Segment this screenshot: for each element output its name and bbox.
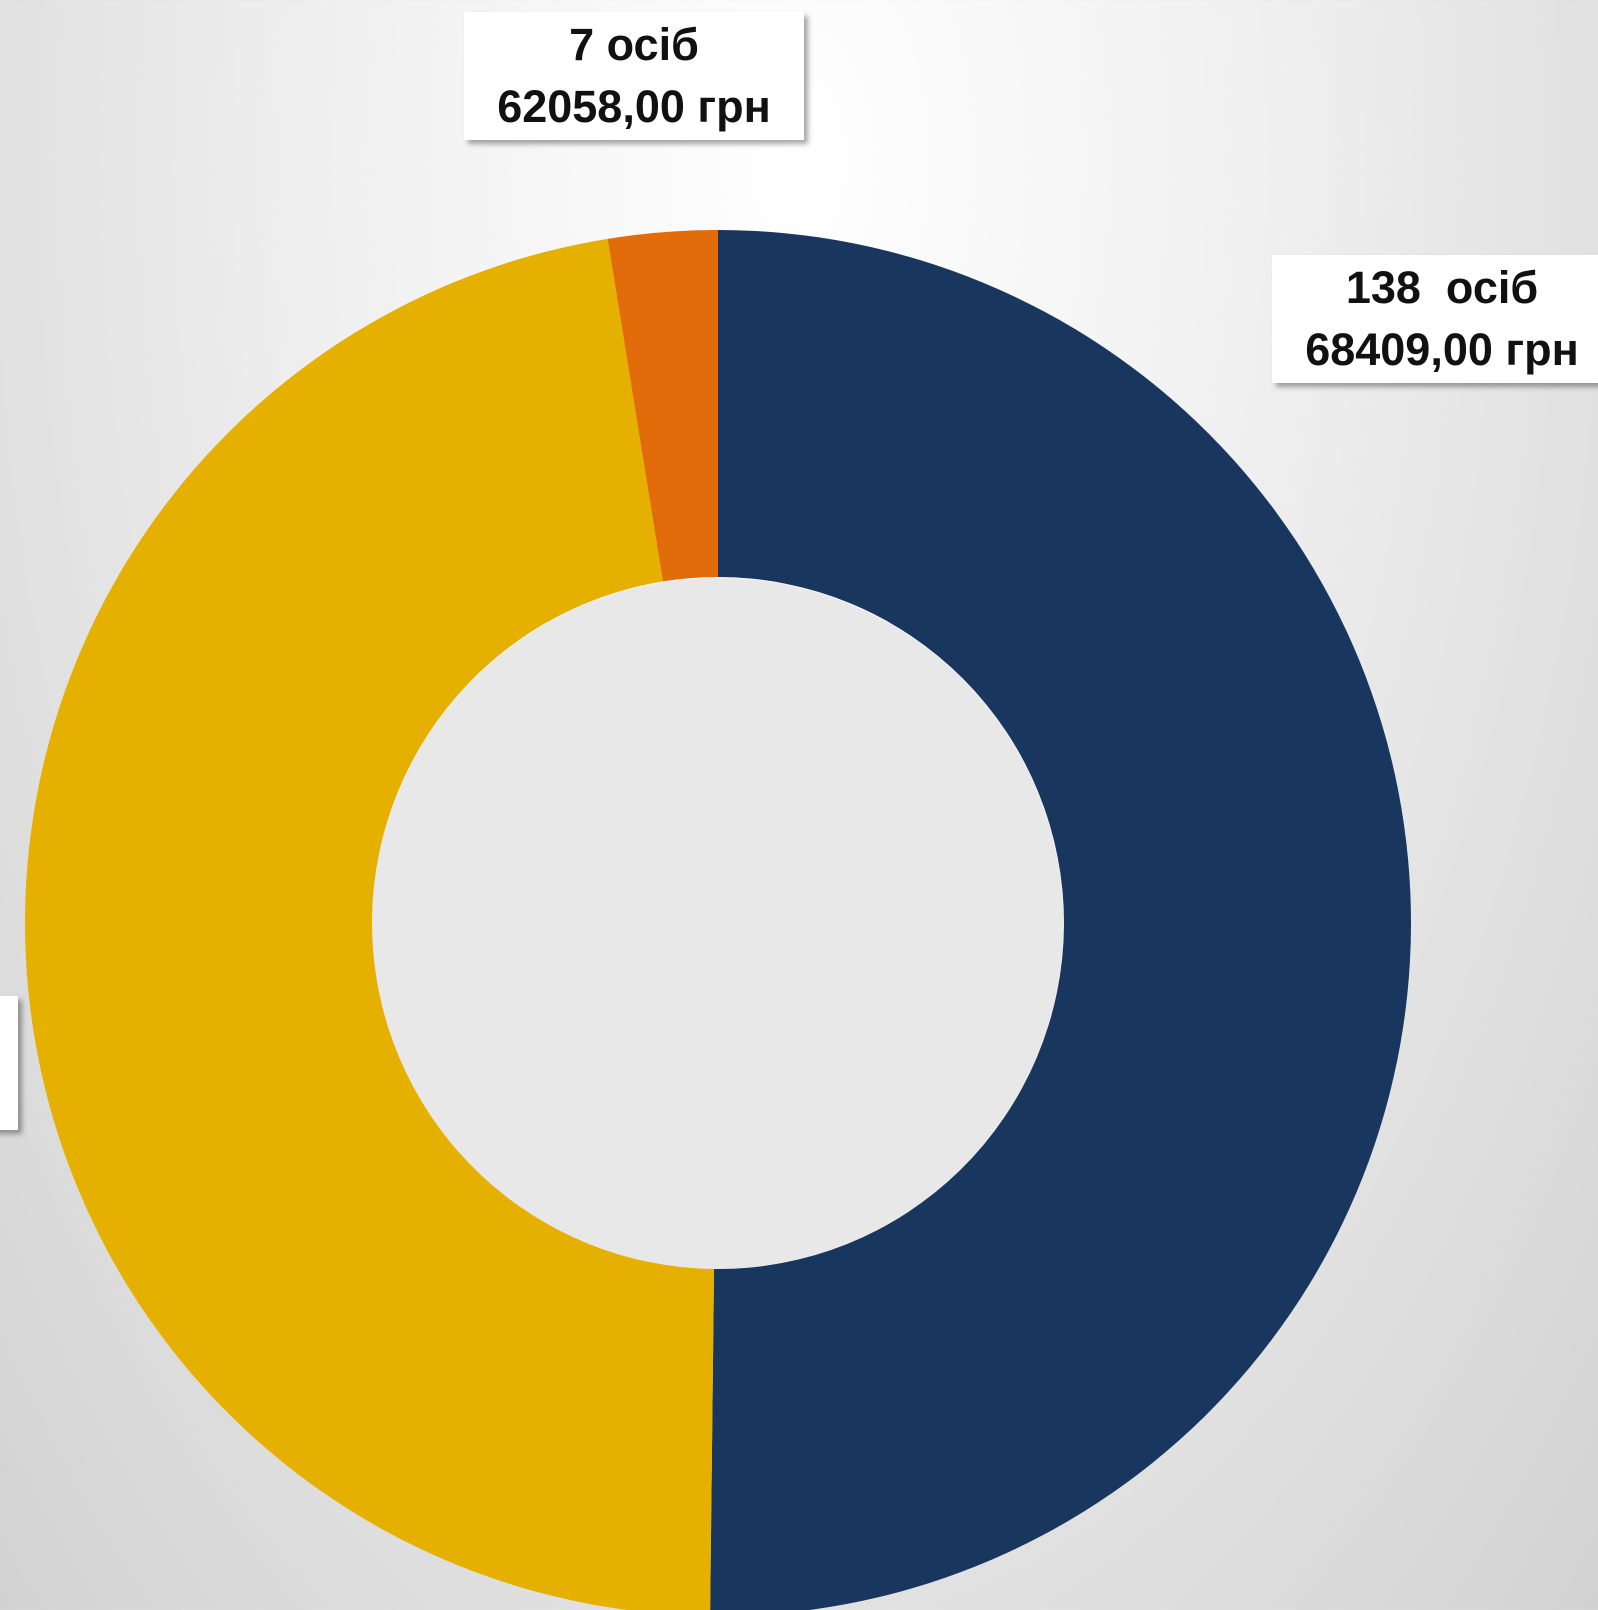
- donut-hole: [373, 578, 1063, 1268]
- donut-segment: [25, 238, 715, 1610]
- data-label: 138 осіб 68409,00 грн: [1272, 255, 1598, 383]
- data-label-line: 138 осіб: [1345, 262, 1539, 313]
- donut-segment: [607, 230, 718, 582]
- data-label-line: 68409,00 грн: [1305, 324, 1579, 375]
- data-label-line: 7 осіб: [569, 19, 699, 70]
- clipped-label-box: [0, 996, 18, 1130]
- donut-segment: [710, 230, 1412, 1610]
- data-label-line: 62058,00 грн: [497, 81, 771, 132]
- data-label: 7 осіб 62058,00 грн: [464, 12, 804, 140]
